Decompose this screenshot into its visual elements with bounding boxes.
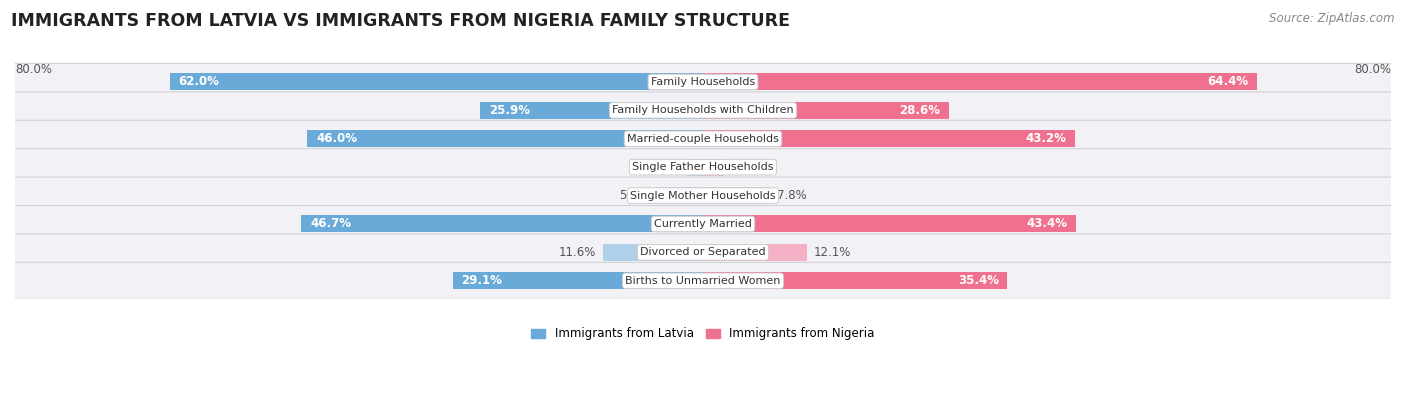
Text: 12.1%: 12.1% <box>814 246 851 259</box>
Text: 43.4%: 43.4% <box>1026 218 1067 230</box>
Bar <box>686 159 703 176</box>
Text: 11.6%: 11.6% <box>560 246 596 259</box>
Text: 25.9%: 25.9% <box>489 104 530 117</box>
FancyBboxPatch shape <box>14 205 1392 243</box>
Text: Single Father Households: Single Father Households <box>633 162 773 172</box>
FancyBboxPatch shape <box>14 92 1392 129</box>
Bar <box>703 244 807 261</box>
Bar <box>703 187 770 204</box>
Text: 28.6%: 28.6% <box>900 104 941 117</box>
Text: 62.0%: 62.0% <box>179 75 219 88</box>
Text: Births to Unmarried Women: Births to Unmarried Women <box>626 276 780 286</box>
Bar <box>453 272 703 289</box>
Text: IMMIGRANTS FROM LATVIA VS IMMIGRANTS FROM NIGERIA FAMILY STRUCTURE: IMMIGRANTS FROM LATVIA VS IMMIGRANTS FRO… <box>11 12 790 30</box>
Text: 43.2%: 43.2% <box>1025 132 1066 145</box>
Text: 7.8%: 7.8% <box>778 189 807 202</box>
Bar <box>481 102 703 119</box>
Text: Married-couple Households: Married-couple Households <box>627 134 779 144</box>
FancyBboxPatch shape <box>14 234 1392 271</box>
Bar <box>703 130 1074 147</box>
Bar <box>308 130 703 147</box>
Text: 46.0%: 46.0% <box>316 132 357 145</box>
FancyBboxPatch shape <box>14 64 1392 100</box>
Bar <box>703 73 1257 90</box>
FancyBboxPatch shape <box>14 262 1392 299</box>
Bar <box>703 272 1008 289</box>
Text: 29.1%: 29.1% <box>461 274 502 287</box>
Text: Divorced or Separated: Divorced or Separated <box>640 247 766 258</box>
Bar <box>301 215 703 233</box>
Text: 1.9%: 1.9% <box>650 161 679 174</box>
Bar <box>170 73 703 90</box>
Text: 46.7%: 46.7% <box>309 218 352 230</box>
Bar <box>703 215 1076 233</box>
Text: Single Mother Households: Single Mother Households <box>630 190 776 201</box>
Text: 80.0%: 80.0% <box>1354 63 1391 76</box>
FancyBboxPatch shape <box>14 120 1392 157</box>
Text: Source: ZipAtlas.com: Source: ZipAtlas.com <box>1270 12 1395 25</box>
Text: 80.0%: 80.0% <box>15 63 52 76</box>
Text: 2.4%: 2.4% <box>731 161 761 174</box>
Text: 64.4%: 64.4% <box>1208 75 1249 88</box>
Bar <box>703 159 724 176</box>
FancyBboxPatch shape <box>14 149 1392 186</box>
Bar <box>603 244 703 261</box>
Text: Family Households with Children: Family Households with Children <box>612 105 794 115</box>
Text: Currently Married: Currently Married <box>654 219 752 229</box>
Text: Family Households: Family Households <box>651 77 755 87</box>
Bar <box>655 187 703 204</box>
Text: 5.5%: 5.5% <box>619 189 648 202</box>
Legend: Immigrants from Latvia, Immigrants from Nigeria: Immigrants from Latvia, Immigrants from … <box>527 323 879 345</box>
Text: 35.4%: 35.4% <box>957 274 998 287</box>
Bar <box>703 102 949 119</box>
FancyBboxPatch shape <box>14 177 1392 214</box>
